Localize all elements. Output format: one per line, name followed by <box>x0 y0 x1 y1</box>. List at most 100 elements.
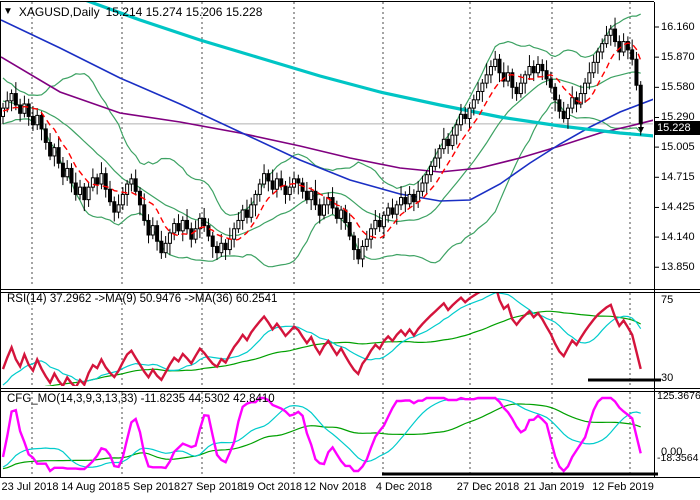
candle-body <box>22 103 27 114</box>
candle-body <box>52 147 57 157</box>
candle-body <box>146 219 151 236</box>
candle-body <box>501 72 506 82</box>
candle-body <box>394 204 399 215</box>
candle-body <box>433 157 438 167</box>
candle-body <box>351 235 356 251</box>
candle-body <box>270 180 275 190</box>
candle-body <box>236 219 241 230</box>
candle-body <box>35 114 40 126</box>
price-axis-label: 14.715 <box>661 170 695 183</box>
bollinger-lower-line <box>2 100 642 268</box>
candle-body <box>326 197 331 206</box>
candle-body <box>18 104 23 114</box>
candle-body <box>167 232 172 244</box>
indicator-axis-label: -18.3564 <box>657 452 699 464</box>
candle-body <box>360 245 365 260</box>
candle-body <box>197 217 202 230</box>
candle-body <box>287 186 292 195</box>
candle-body <box>531 66 536 74</box>
candle-body <box>5 100 10 109</box>
candle-body <box>86 186 91 201</box>
candle-body <box>274 178 279 190</box>
candle-body <box>424 174 429 184</box>
candle-body <box>180 219 185 232</box>
candle-body <box>583 82 588 95</box>
rsi-line <box>1 293 642 386</box>
candle-body <box>441 138 446 150</box>
candle-body <box>536 63 540 74</box>
candle-body <box>446 138 451 147</box>
candle-body <box>266 173 271 182</box>
candle-body <box>330 197 335 209</box>
candle-body <box>369 228 374 240</box>
candle-body <box>26 103 31 117</box>
candle-body <box>120 193 125 206</box>
candle-body <box>518 82 523 95</box>
candle-body <box>429 165 433 176</box>
candle-body <box>82 186 87 201</box>
candle-body <box>484 74 489 84</box>
candle-body <box>60 162 65 178</box>
date-axis-label: 21 Jan 2019 <box>523 481 585 493</box>
candle-body <box>587 72 592 84</box>
candle-body <box>283 185 288 195</box>
rsi-panel <box>1 293 642 386</box>
candle-body <box>150 225 155 236</box>
candle-body <box>523 74 528 84</box>
candle-body <box>527 66 532 76</box>
candle-body <box>137 190 142 206</box>
ma-fast-dashed-line <box>2 42 642 241</box>
date-axis-label: 14 Aug 2018 <box>61 481 123 493</box>
date-axis-label: 23 Jul 2018 <box>1 481 59 493</box>
candle-body <box>90 177 95 188</box>
candle-body <box>540 63 545 72</box>
candle-body <box>600 43 605 53</box>
candle-body <box>565 107 570 120</box>
price-axis-label: 16.160 <box>661 20 695 33</box>
candle-body <box>561 110 566 120</box>
candle-body <box>377 219 382 228</box>
ma200-line <box>85 2 653 138</box>
candle-body <box>300 182 305 192</box>
candle-body <box>215 245 219 254</box>
price-axis-label: 14.425 <box>661 200 695 213</box>
symbol-period-label: XAGUSD,Daily <box>18 5 100 19</box>
candle-body <box>356 249 361 260</box>
indicator-axis-label: 0.00 <box>661 446 683 458</box>
candle-body <box>262 173 267 185</box>
candle-body <box>313 190 318 206</box>
candle-body <box>1 107 5 117</box>
candle-body <box>322 204 326 216</box>
down-arrow-head-icon[interactable] <box>638 127 644 133</box>
candle-body <box>488 66 493 76</box>
candle-body <box>578 93 583 105</box>
candle-body <box>69 167 74 184</box>
indicator-axis-label: 30 <box>661 372 674 384</box>
candle-body <box>65 167 70 178</box>
candle-body <box>471 99 476 109</box>
candle-body <box>9 93 14 102</box>
candle-body <box>634 58 639 86</box>
candle-body <box>604 34 609 45</box>
candle-body <box>193 228 198 240</box>
candle-body <box>608 28 613 36</box>
candle-body <box>557 99 562 112</box>
candle-body <box>399 197 404 206</box>
price-axis-label: 15.870 <box>661 50 695 63</box>
cfg-mo-line <box>1 396 642 473</box>
candle-body <box>467 107 472 120</box>
candle-body <box>339 209 344 219</box>
candle-body <box>108 188 112 203</box>
candle-body <box>129 178 134 185</box>
cfg-ma13-line <box>2 398 641 468</box>
candle-body <box>548 78 553 88</box>
ma100-line <box>1 56 653 173</box>
cfg-ma33-line <box>2 403 641 470</box>
date-axis-label: 27 Dec 2018 <box>456 481 520 493</box>
price-axis-label: 15.005 <box>661 140 695 153</box>
candle-body <box>553 86 558 101</box>
candle-body <box>253 193 258 206</box>
candle-body <box>381 214 386 228</box>
ohlc-values: 15.214 15.274 15.206 15.228 <box>105 5 263 19</box>
